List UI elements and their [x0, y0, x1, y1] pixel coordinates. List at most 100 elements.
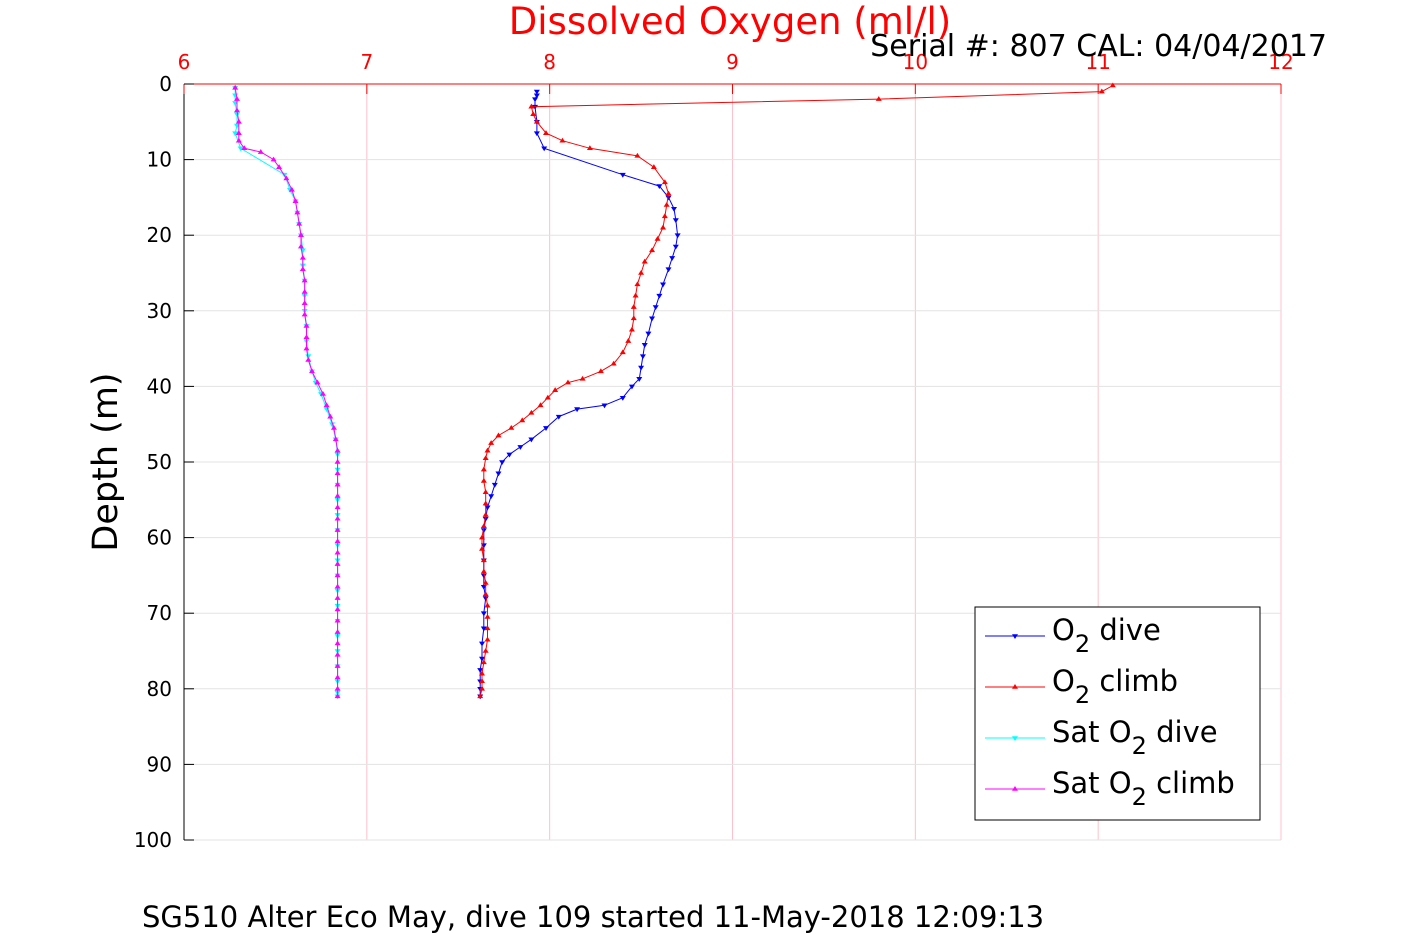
data-point [488, 494, 495, 500]
data-point [555, 414, 562, 420]
data-point [334, 685, 341, 691]
data-point [334, 527, 341, 532]
data-point [665, 267, 672, 273]
data-point [288, 186, 295, 192]
data-point [619, 395, 626, 401]
data-point [479, 685, 486, 691]
data-point [530, 111, 537, 117]
data-point [479, 670, 486, 676]
data-point [334, 447, 341, 453]
data-point [645, 331, 652, 337]
legend: O2 dive O2 climb Sat O2 dive Sat O2 climb [974, 606, 1261, 821]
x-tick-label: 10 [903, 50, 928, 74]
data-point [477, 693, 484, 699]
y-tick-label: 10 [147, 148, 172, 172]
data-point [334, 470, 341, 476]
x-tick-label: 9 [726, 50, 739, 74]
legend-label-o2-climb: O2 climb [1052, 664, 1178, 709]
data-point [482, 455, 489, 461]
data-point [484, 447, 491, 453]
data-point [634, 152, 641, 158]
data-point [482, 489, 489, 495]
data-point [301, 300, 308, 306]
data-point [296, 220, 303, 226]
x-tick-label: 7 [360, 50, 373, 74]
data-point [484, 636, 491, 642]
data-point [638, 270, 645, 275]
data-point [299, 254, 306, 260]
data-point [303, 345, 310, 351]
data-point [334, 583, 341, 589]
data-point [334, 493, 341, 498]
data-point [480, 611, 487, 617]
data-point [234, 96, 241, 101]
data-point [586, 145, 593, 151]
data-point [257, 149, 264, 154]
data-point [564, 379, 571, 385]
data-point [638, 365, 645, 371]
data-point [479, 641, 486, 647]
data-point [480, 477, 487, 483]
data-point [619, 349, 626, 355]
data-point [334, 481, 341, 487]
data-point [661, 179, 668, 185]
data-point [334, 606, 341, 612]
data-point [559, 137, 566, 143]
serial-calibration-note: Serial #: 807 CAL: 04/04/2017 [870, 29, 1327, 64]
y-tick-label: 70 [147, 601, 172, 625]
data-point [301, 311, 308, 317]
data-point [480, 466, 487, 472]
data-point [652, 305, 659, 311]
data-point [235, 130, 242, 135]
data-point [482, 500, 489, 506]
o2-climb-series [477, 82, 1116, 699]
data-point [499, 460, 506, 465]
data-point [665, 190, 672, 196]
data-point [533, 131, 540, 137]
data-point [479, 545, 486, 551]
data-point [628, 326, 635, 332]
data-point [533, 93, 540, 99]
data-point [544, 394, 551, 400]
data-point [610, 360, 617, 366]
data-point [1109, 82, 1116, 88]
data-point [579, 375, 586, 381]
data-point [319, 390, 326, 396]
data-point [674, 233, 681, 239]
data-point [641, 343, 648, 348]
data-point [480, 528, 487, 534]
data-point [334, 663, 341, 668]
series-lines [232, 82, 1116, 700]
data-point [654, 235, 661, 241]
data-point [632, 292, 639, 298]
data-point [533, 118, 540, 124]
y-tick-label: 80 [147, 677, 172, 701]
data-point [484, 625, 491, 631]
legend-swatch-marker [1012, 684, 1018, 689]
data-point [301, 277, 308, 283]
x-tick-label: 12 [1268, 50, 1293, 74]
data-point [656, 293, 663, 299]
data-point [630, 304, 637, 309]
data-point [601, 403, 608, 409]
data-point [484, 602, 491, 608]
data-point [484, 613, 491, 619]
data-point [670, 206, 677, 212]
data-point [636, 377, 643, 382]
data-point [532, 104, 539, 110]
data-point [334, 617, 341, 623]
data-point [298, 243, 305, 249]
y-axis-label: Depth (m) [86, 372, 126, 551]
data-point [480, 659, 487, 665]
data-point [672, 244, 679, 250]
y-tick-label: 0 [159, 72, 172, 96]
data-point [237, 146, 244, 152]
data-point [541, 146, 548, 152]
data-point [508, 424, 515, 430]
x-tick-label: 11 [1085, 50, 1110, 74]
legend-swatch-marker [1012, 786, 1018, 791]
y-tick-label: 40 [147, 374, 172, 398]
data-point [491, 482, 498, 488]
data-point [537, 402, 544, 408]
